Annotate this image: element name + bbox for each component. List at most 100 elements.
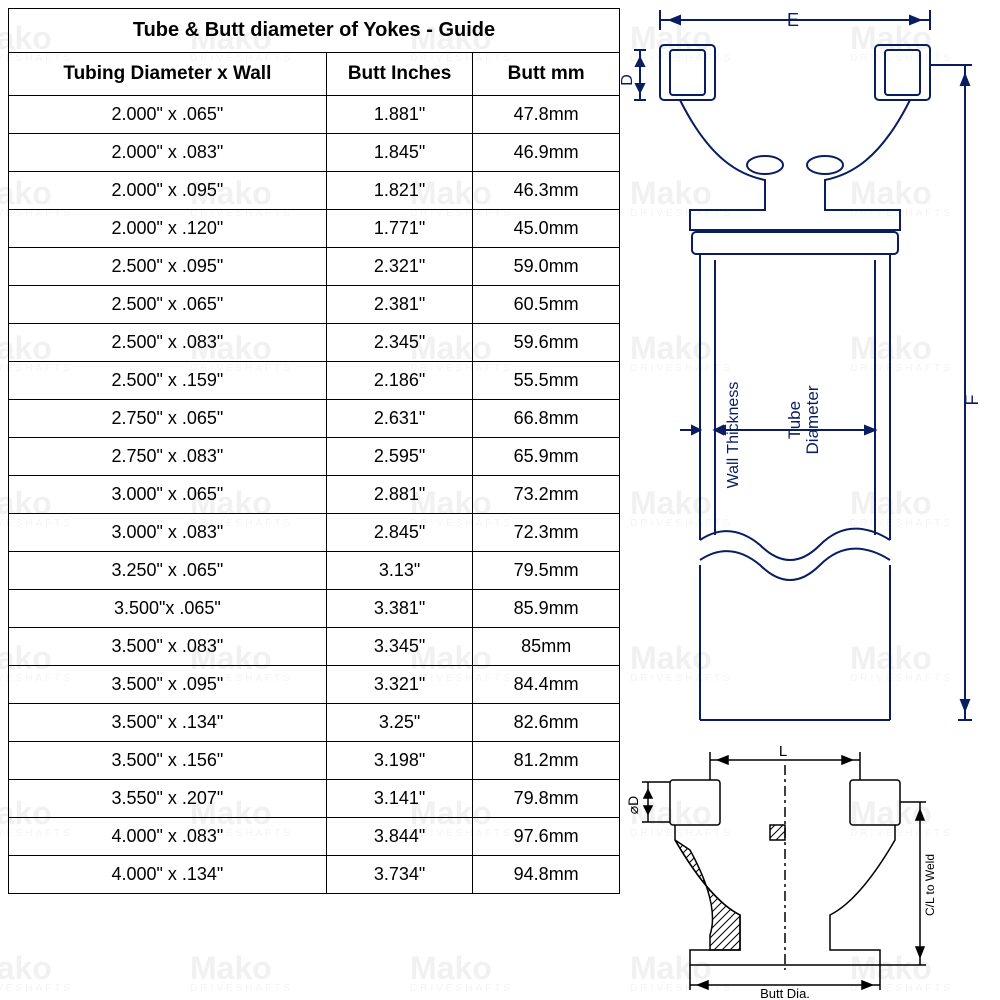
table-cell: 2.845" xyxy=(326,514,473,552)
table-cell: 81.2mm xyxy=(473,742,620,780)
table-row: 2.000" x .083"1.845"46.9mm xyxy=(9,134,620,172)
table-cell: 2.500" x .065" xyxy=(9,286,327,324)
table-row: 4.000" x .134"3.734"94.8mm xyxy=(9,856,620,894)
diagram-column: E D F TubeDiameter Wall Thickness xyxy=(620,0,1000,1000)
label-E: E xyxy=(787,10,799,30)
table-cell: 66.8mm xyxy=(473,400,620,438)
table-row: 3.500" x .156"3.198"81.2mm xyxy=(9,742,620,780)
table-row: 3.000" x .065"2.881"73.2mm xyxy=(9,476,620,514)
table-cell: 60.5mm xyxy=(473,286,620,324)
table-cell: 2.321" xyxy=(326,248,473,286)
table-cell: 1.845" xyxy=(326,134,473,172)
table-row: 2.750" x .083"2.595"65.9mm xyxy=(9,438,620,476)
table-cell: 85mm xyxy=(473,628,620,666)
table-cell: 3.500"x .065" xyxy=(9,590,327,628)
table-cell: 1.821" xyxy=(326,172,473,210)
table-cell: 97.6mm xyxy=(473,818,620,856)
table-cell: 3.381" xyxy=(326,590,473,628)
table-row: 3.500"x .065"3.381"85.9mm xyxy=(9,590,620,628)
table-cell: 47.8mm xyxy=(473,96,620,134)
table-cell: 72.3mm xyxy=(473,514,620,552)
table-cell: 3.500" x .156" xyxy=(9,742,327,780)
table-cell: 4.000" x .134" xyxy=(9,856,327,894)
label-L: L xyxy=(779,743,787,760)
table-cell: 3.844" xyxy=(326,818,473,856)
table-cell: 2.881" xyxy=(326,476,473,514)
label-cl: C/L to Weld xyxy=(923,854,937,916)
table-cell: 1.771" xyxy=(326,210,473,248)
table-cell: 3.321" xyxy=(326,666,473,704)
label-sectD: ⌀D xyxy=(625,796,641,815)
table-cell: 4.000" x .083" xyxy=(9,818,327,856)
table-row: 2.000" x .065"1.881"47.8mm xyxy=(9,96,620,134)
yoke-section-diagram: L ⌀D Butt Dia. C/L to Weld xyxy=(620,740,990,1000)
label-butt: Butt Dia. xyxy=(760,986,810,1000)
table-cell: 79.5mm xyxy=(473,552,620,590)
label-wall: Wall Thickness xyxy=(725,382,742,489)
table-cell: 3.25" xyxy=(326,704,473,742)
table-body: 2.000" x .065"1.881"47.8mm2.000" x .083"… xyxy=(9,96,620,894)
table-cell: 2.000" x .065" xyxy=(9,96,327,134)
table-cell: 1.881" xyxy=(326,96,473,134)
table-cell: 2.750" x .083" xyxy=(9,438,327,476)
table-cell: 2.381" xyxy=(326,286,473,324)
table-cell: 3.500" x .134" xyxy=(9,704,327,742)
table-cell: 2.000" x .095" xyxy=(9,172,327,210)
label-tube: TubeDiameter xyxy=(785,385,822,454)
table-title: Tube & Butt diameter of Yokes - Guide xyxy=(9,9,620,53)
table-row: 3.000" x .083"2.845"72.3mm xyxy=(9,514,620,552)
label-D: D xyxy=(620,74,636,86)
table-cell: 46.3mm xyxy=(473,172,620,210)
table-cell: 2.595" xyxy=(326,438,473,476)
table-row: 3.500" x .095"3.321"84.4mm xyxy=(9,666,620,704)
table-cell: 3.550" x .207" xyxy=(9,780,327,818)
table-cell: 45.0mm xyxy=(473,210,620,248)
table-cell: 94.8mm xyxy=(473,856,620,894)
table-cell: 3.000" x .083" xyxy=(9,514,327,552)
table-cell: 3.500" x .083" xyxy=(9,628,327,666)
yoke-table: Tube & Butt diameter of Yokes - Guide Tu… xyxy=(8,8,620,894)
table-cell: 85.9mm xyxy=(473,590,620,628)
table-cell: 2.500" x .095" xyxy=(9,248,327,286)
table-cell: 55.5mm xyxy=(473,362,620,400)
table-cell: 3.141" xyxy=(326,780,473,818)
yoke-tube-diagram: E D F TubeDiameter Wall Thickness xyxy=(620,0,990,740)
table-cell: 73.2mm xyxy=(473,476,620,514)
table-cell: 3.198" xyxy=(326,742,473,780)
table-row: 3.250" x .065"3.13"79.5mm xyxy=(9,552,620,590)
table-cell: 2.000" x .083" xyxy=(9,134,327,172)
content-root: Tube & Butt diameter of Yokes - Guide Tu… xyxy=(0,0,1000,1000)
table-row: 3.500" x .134"3.25"82.6mm xyxy=(9,704,620,742)
table-row: 4.000" x .083"3.844"97.6mm xyxy=(9,818,620,856)
table-cell: 65.9mm xyxy=(473,438,620,476)
col-header: Butt mm xyxy=(473,53,620,96)
table-cell: 2.186" xyxy=(326,362,473,400)
table-cell: 3.345" xyxy=(326,628,473,666)
table-cell: 59.6mm xyxy=(473,324,620,362)
table-row: 2.750" x .065"2.631"66.8mm xyxy=(9,400,620,438)
table-row: 3.500" x .083"3.345"85mm xyxy=(9,628,620,666)
table-cell: 3.734" xyxy=(326,856,473,894)
col-header: Butt Inches xyxy=(326,53,473,96)
table-row: 2.500" x .159"2.186"55.5mm xyxy=(9,362,620,400)
table-row: 2.500" x .095"2.321"59.0mm xyxy=(9,248,620,286)
table-cell: 59.0mm xyxy=(473,248,620,286)
table-cell: 84.4mm xyxy=(473,666,620,704)
table-row: 2.000" x .120"1.771"45.0mm xyxy=(9,210,620,248)
table-cell: 2.000" x .120" xyxy=(9,210,327,248)
table-header-row: Tubing Diameter x WallButt InchesButt mm xyxy=(9,53,620,96)
table-cell: 79.8mm xyxy=(473,780,620,818)
table-cell: 2.750" x .065" xyxy=(9,400,327,438)
table-row: 3.550" x .207"3.141"79.8mm xyxy=(9,780,620,818)
table-cell: 2.500" x .159" xyxy=(9,362,327,400)
table-cell: 2.631" xyxy=(326,400,473,438)
table-cell: 82.6mm xyxy=(473,704,620,742)
table-row: 2.000" x .095"1.821"46.3mm xyxy=(9,172,620,210)
col-header: Tubing Diameter x Wall xyxy=(9,53,327,96)
table-cell: 3.13" xyxy=(326,552,473,590)
table-cell: 3.250" x .065" xyxy=(9,552,327,590)
table-row: 2.500" x .065"2.381"60.5mm xyxy=(9,286,620,324)
table-cell: 2.500" x .083" xyxy=(9,324,327,362)
table-cell: 3.500" x .095" xyxy=(9,666,327,704)
table-cell: 46.9mm xyxy=(473,134,620,172)
